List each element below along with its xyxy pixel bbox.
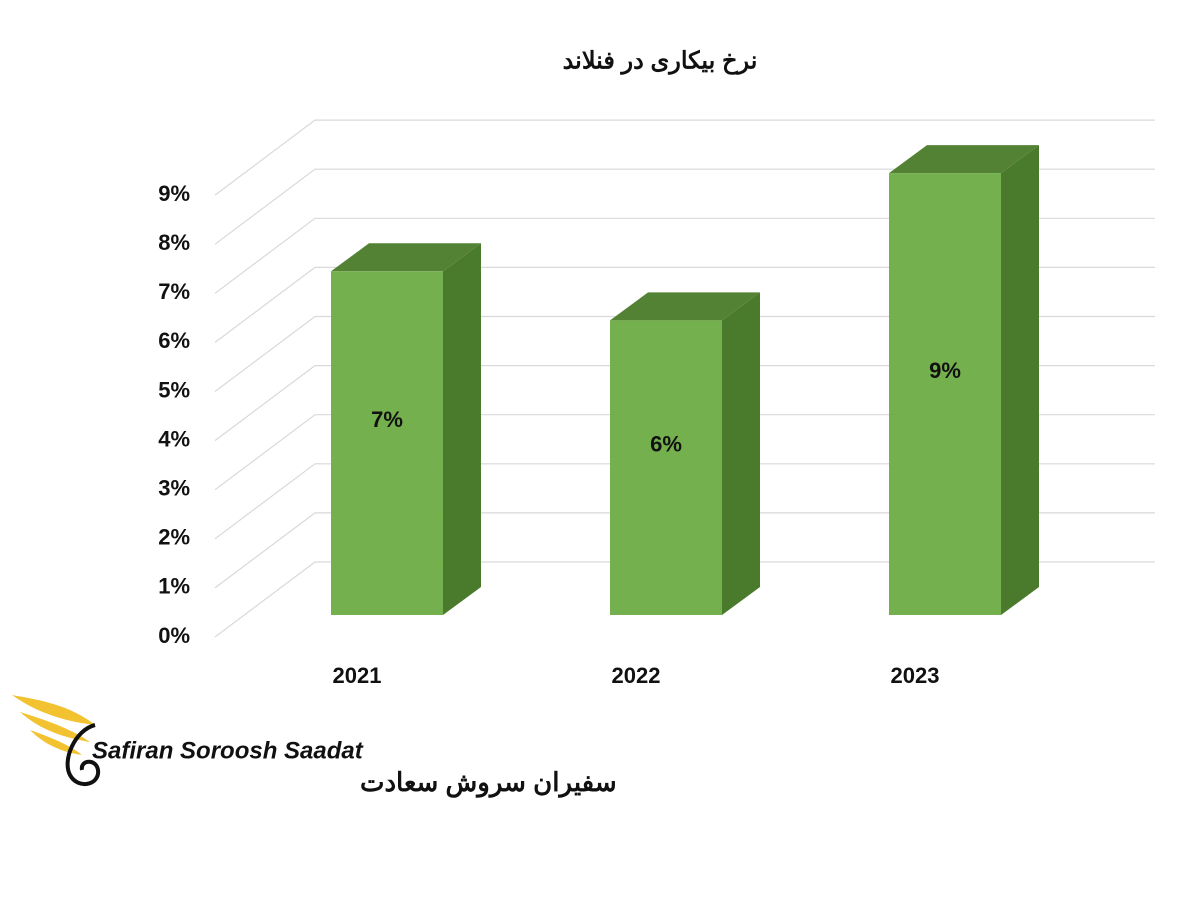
logo-name: Safiran Soroosh Saadat xyxy=(92,737,364,764)
bar xyxy=(889,173,1001,615)
y-tick-label: 9% xyxy=(158,181,190,206)
chart-title: نرخ بیکاری در فنلاند xyxy=(563,47,758,75)
bar-side xyxy=(722,292,760,615)
grid-line xyxy=(214,512,1155,589)
bar xyxy=(331,271,443,615)
x-tick-label: 2023 xyxy=(891,663,940,688)
logo-name-fa: سفیران سروش سعادت xyxy=(360,767,617,798)
x-tick-label: 2021 xyxy=(333,663,382,688)
bar-side xyxy=(1001,145,1039,615)
y-tick-label: 4% xyxy=(158,426,190,451)
value-label: 6% xyxy=(650,432,682,457)
grid-line xyxy=(214,414,1155,491)
y-tick-label: 5% xyxy=(158,377,190,402)
grid-line xyxy=(214,561,1155,638)
bar-side xyxy=(443,243,481,616)
logo-swan xyxy=(65,723,101,786)
bar xyxy=(610,320,722,615)
grid-line xyxy=(214,266,1155,343)
x-tick-label: 2022 xyxy=(612,663,661,688)
bar-top xyxy=(331,243,481,272)
value-label: 7% xyxy=(371,407,403,432)
y-tick-label: 8% xyxy=(158,230,190,255)
grid-line xyxy=(214,168,1155,245)
y-tick-label: 1% xyxy=(158,574,190,599)
y-tick-label: 3% xyxy=(158,476,190,501)
logo: Safiran Soroosh Saadat سفیران سروش سعادت xyxy=(12,695,617,798)
y-tick-label: 7% xyxy=(158,279,190,304)
y-tick-label: 2% xyxy=(158,525,190,550)
grid-line xyxy=(214,365,1155,442)
y-tick-label: 0% xyxy=(158,623,190,648)
grid-line xyxy=(214,217,1155,294)
grid-line xyxy=(214,315,1155,392)
grid-line xyxy=(214,119,1155,196)
bar-top xyxy=(889,145,1039,174)
logo-wing xyxy=(12,695,95,755)
bar-top xyxy=(610,292,760,321)
value-label: 9% xyxy=(929,358,961,383)
y-tick-label: 6% xyxy=(158,328,190,353)
grid-line xyxy=(214,463,1155,540)
